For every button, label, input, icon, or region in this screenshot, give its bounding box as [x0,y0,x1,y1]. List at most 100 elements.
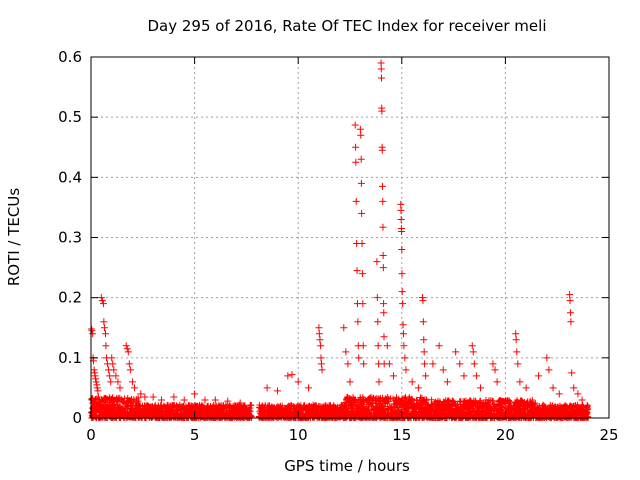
data-point [456,360,464,368]
data-point [359,300,367,308]
y-tick-label: 0.3 [58,229,82,247]
data-point [399,321,407,329]
y-tick-label: 0.4 [58,168,82,186]
data-point [357,131,365,139]
data-point [98,297,106,305]
data-point [374,318,382,326]
data-point [351,121,359,129]
x-tick-label: 25 [599,426,618,444]
data-point [352,143,360,151]
data-point [545,366,553,374]
data-point [128,378,136,386]
data-point [236,399,244,407]
data-point [398,246,406,254]
data-point [566,297,574,305]
data-point [106,372,114,380]
data-point [358,209,366,217]
data-point [354,318,362,326]
data-point [380,309,388,317]
data-point [375,378,383,386]
data-point [89,330,97,338]
data-point [398,288,406,296]
data-point [224,397,232,405]
data-point [477,384,485,392]
data-point [316,336,324,344]
data-point [340,324,348,332]
x-tick-label: 15 [392,426,411,444]
data-point [102,342,110,350]
x-axis-label: GPS time / hours [284,457,410,475]
data-point [452,348,460,356]
data-point [379,197,387,205]
data-point [543,354,551,362]
data-point [359,342,367,350]
data-point [114,378,122,386]
data-point [568,369,576,377]
data-point [567,318,575,326]
data-point [439,366,447,374]
data-point [570,384,578,392]
data-point [420,336,428,344]
data-point [263,384,271,392]
data-point [125,360,133,368]
data-point [374,342,382,350]
data-point [346,378,354,386]
data-point [379,252,387,260]
data-point [420,348,428,356]
data-point [493,378,501,386]
data-point [422,372,430,380]
grid-lines [91,57,609,418]
data-point [491,366,499,374]
data-point [157,396,165,404]
data-point [385,360,393,368]
data-point [574,390,582,398]
data-point [141,393,149,401]
x-tick-label: 10 [289,426,308,444]
data-point [390,372,398,380]
data-point [108,354,116,362]
data-point [379,223,387,231]
data-point [397,215,405,223]
data-point [399,330,407,338]
y-axis-ticks: 0 0.1 0.2 0.3 0.4 0.5 0.6 [58,48,609,427]
data-point [284,372,292,380]
data-point [116,384,124,392]
data-point [94,387,102,395]
data-point [88,327,96,335]
data-point [414,384,422,392]
data-point [201,396,209,404]
data-point [397,200,405,208]
data-point [170,393,178,401]
data-point [383,342,391,350]
data-points [87,59,586,407]
data-point [315,324,323,332]
data-point [99,300,107,308]
data-point [400,342,408,350]
background-cluster [88,394,592,421]
data-point [358,270,366,278]
data-point [358,240,366,248]
data-point [109,360,117,368]
data-point [489,360,497,368]
data-point [305,384,313,392]
data-point [401,354,409,362]
data-point [378,146,386,154]
data-point [402,366,410,374]
data-point [516,378,524,386]
data-point [380,300,388,308]
data-point [566,309,574,317]
data-point [318,366,326,374]
data-point [379,264,387,272]
data-point [357,179,365,187]
data-point [514,360,522,368]
data-point [131,384,139,392]
data-point [373,294,381,302]
data-point [92,375,100,383]
data-point [373,258,381,266]
data-point [191,390,199,398]
data-point [355,354,363,362]
data-point [419,318,427,326]
data-point [342,348,350,356]
background-noise-points [88,394,592,421]
data-point [377,74,385,82]
